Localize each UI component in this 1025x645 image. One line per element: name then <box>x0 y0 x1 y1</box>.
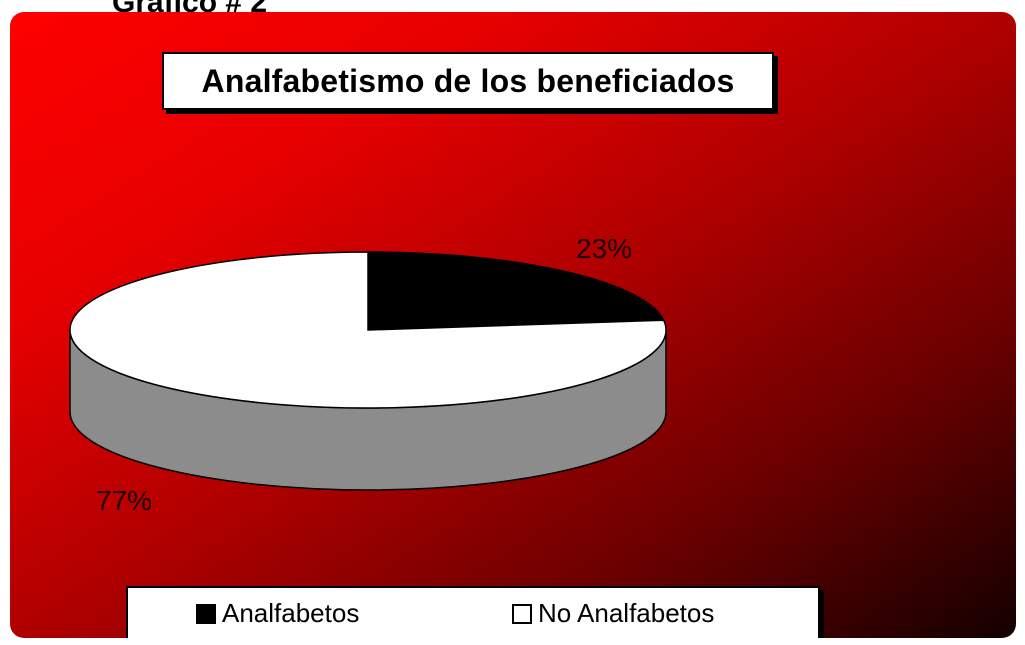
legend-item-analfabetos: Analfabetos <box>196 598 359 629</box>
chart-legend: Analfabetos No Analfabetos <box>126 586 820 638</box>
legend-label-no-analfabetos: No Analfabetos <box>538 598 715 628</box>
chart-title-box: Analfabetismo de los beneficiados <box>162 52 774 110</box>
pie-label-no-analfabetos: 77% <box>96 485 152 516</box>
pie-label-analfabetos: 23% <box>576 233 632 264</box>
legend-swatch-white <box>512 603 532 624</box>
chart-title: Analfabetismo de los beneficiados <box>201 62 735 99</box>
legend-swatch-black <box>196 603 216 624</box>
legend-item-no-analfabetos: No Analfabetos <box>512 598 714 629</box>
chart-area: 23% 77% Analfabetismo de los beneficiados… <box>10 12 1016 638</box>
legend-label-analfabetos: Analfabetos <box>222 598 360 628</box>
pie-slice-analfabetos <box>367 251 665 331</box>
pie-chart: 23% 77% <box>69 233 667 516</box>
pie-slice-no-analfabetos <box>69 251 667 409</box>
